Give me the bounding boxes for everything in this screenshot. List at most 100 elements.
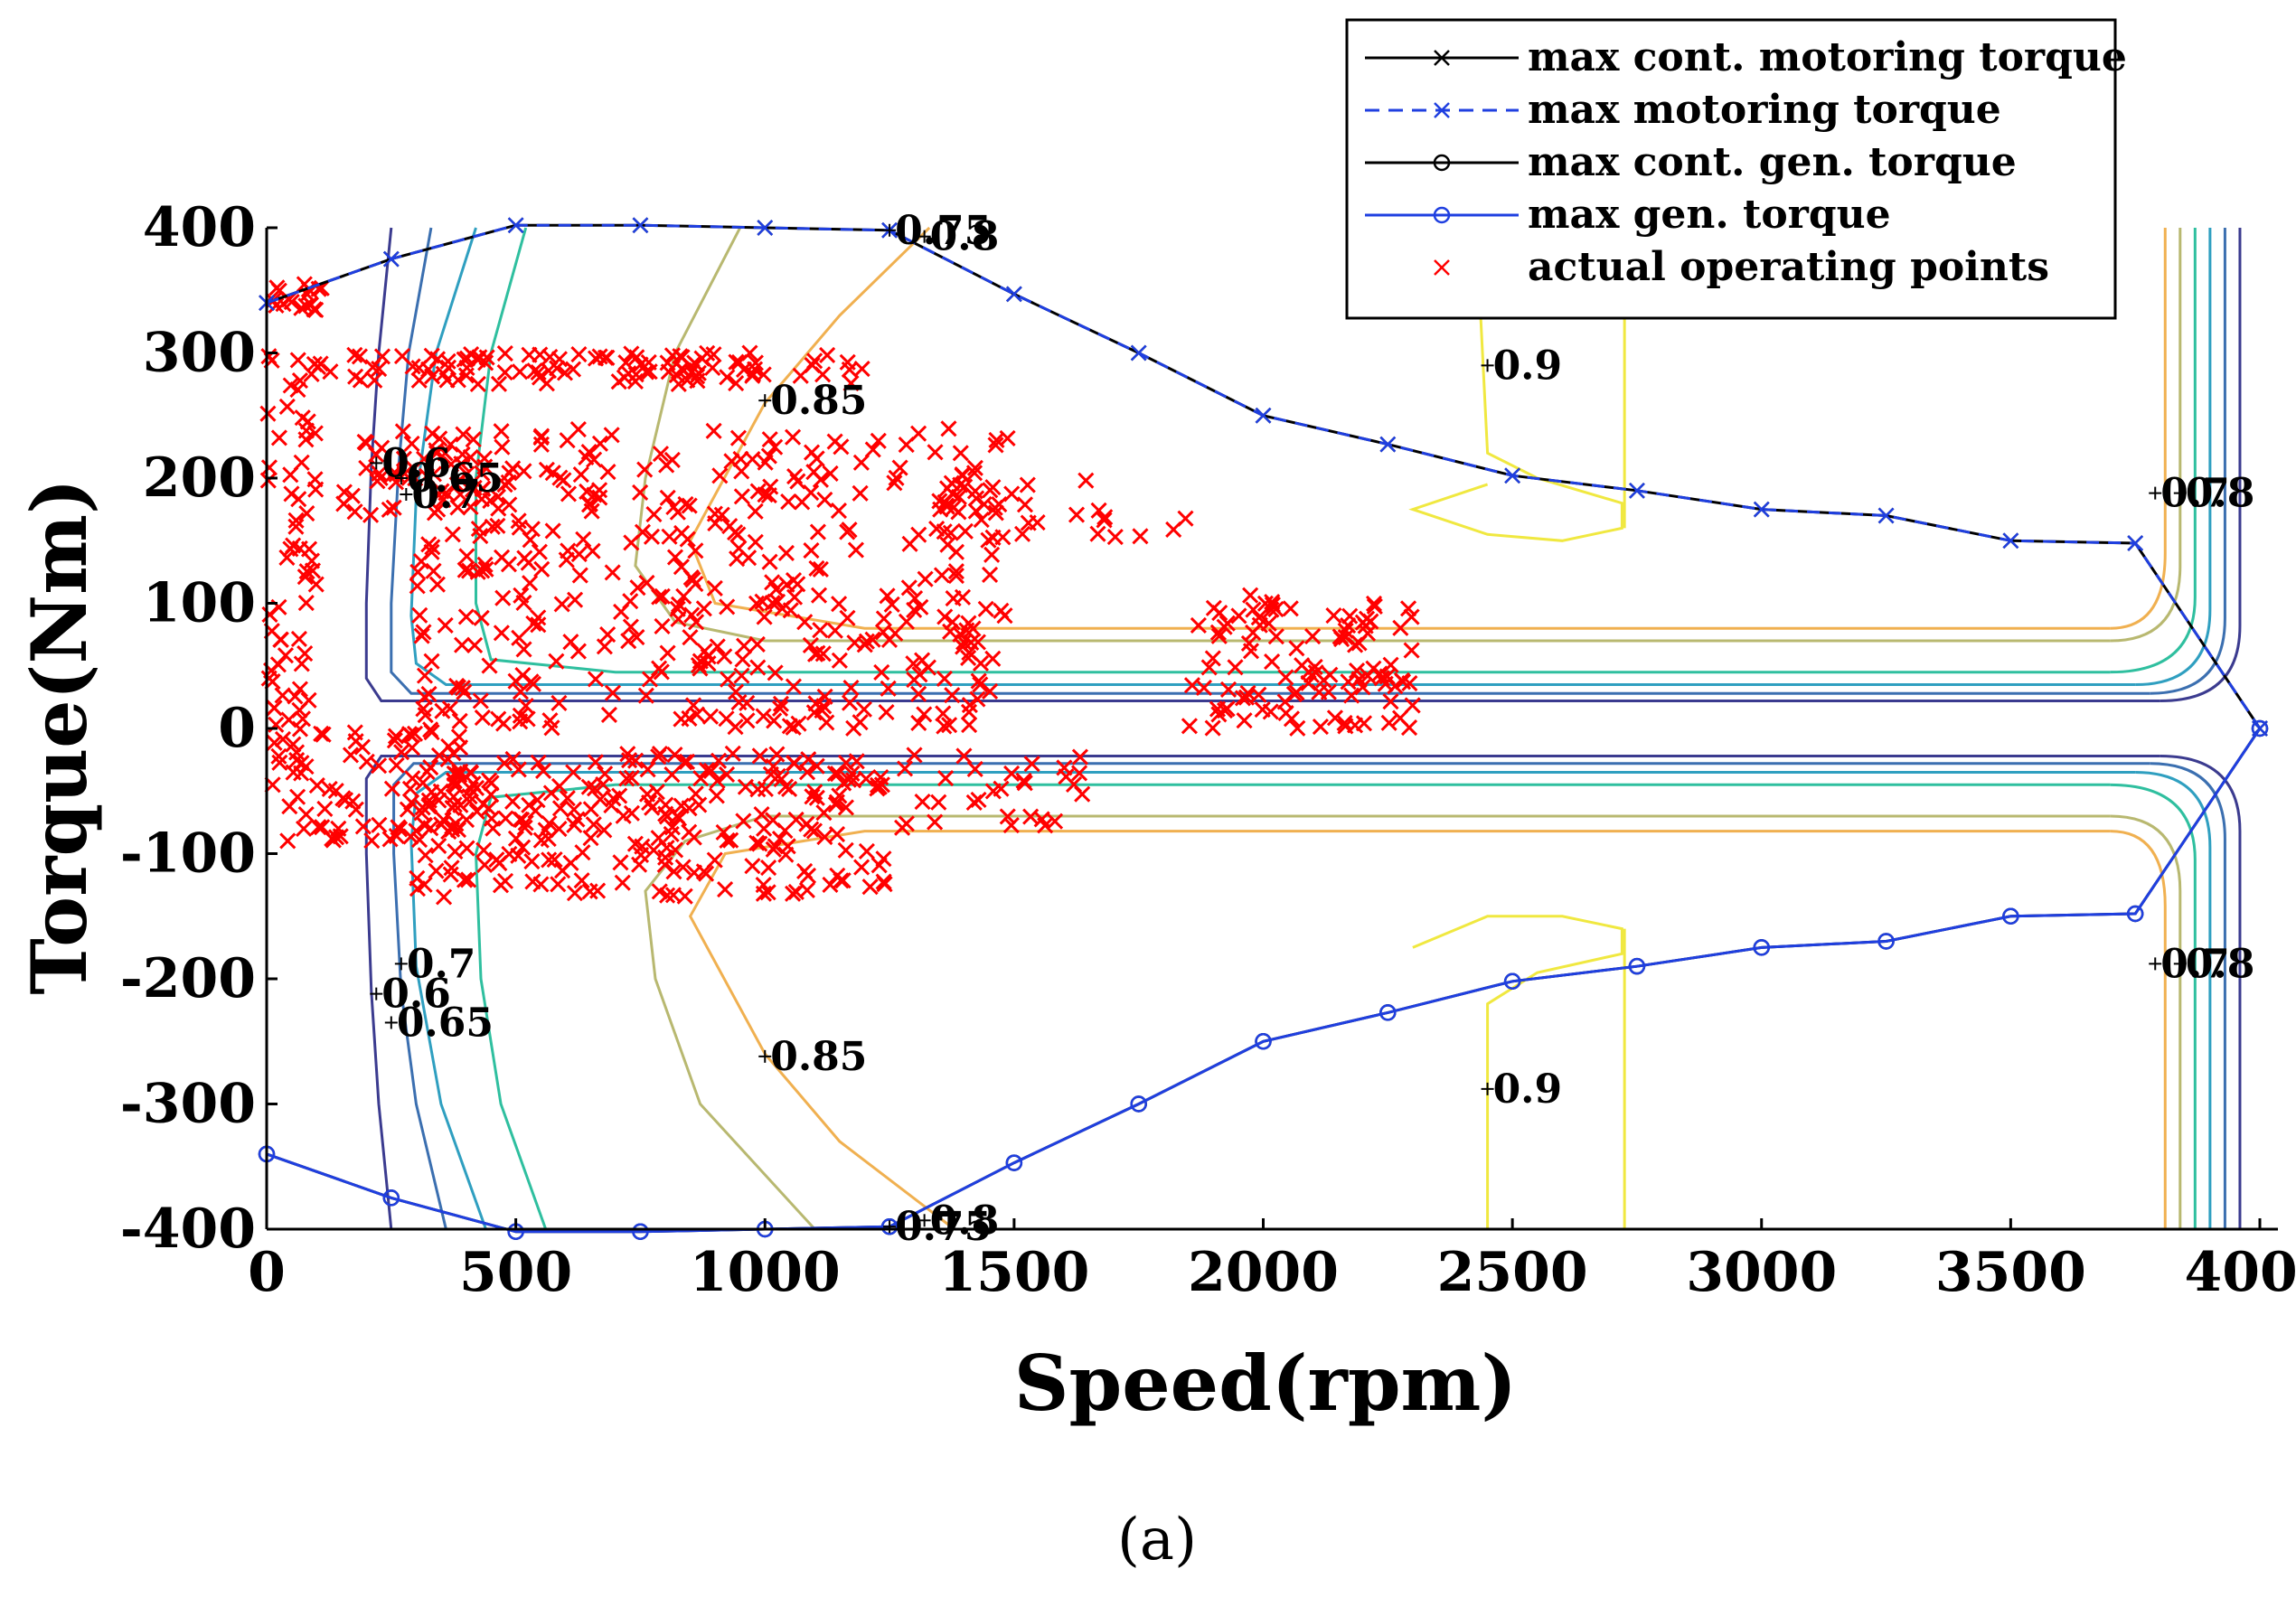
legend-marker: [1434, 50, 1450, 66]
operating-point: [604, 684, 622, 701]
operating-point: [917, 570, 934, 587]
operating-point: [639, 761, 656, 778]
series-max-motoring-torque-marker-b: [1753, 501, 1770, 518]
operating-point-stroke: [410, 371, 428, 389]
operating-point-stroke: [659, 887, 676, 904]
operating-point: [520, 554, 537, 571]
operating-point-stroke: [1242, 643, 1260, 660]
operating-point-stroke: [659, 644, 676, 662]
operating-point: [287, 512, 305, 529]
operating-point: [429, 501, 447, 518]
operating-point: [457, 811, 475, 829]
operating-point-stroke: [565, 801, 583, 818]
operating-point-stroke: [597, 766, 614, 783]
operating-point: [792, 367, 809, 384]
operating-point-stroke: [408, 822, 425, 840]
operating-point: [532, 436, 550, 453]
operating-point: [473, 609, 490, 626]
operating-point-stroke: [936, 608, 954, 625]
series-max-gen-torque-marker: [880, 1217, 899, 1235]
operating-point: [1089, 525, 1106, 542]
operating-point-stroke: [483, 775, 500, 792]
operating-point-stroke: [435, 365, 452, 382]
operating-point: [1333, 631, 1350, 648]
operating-point-stroke: [803, 541, 820, 559]
contour-label: 0.7: [407, 941, 476, 987]
operating-point-stroke: [737, 778, 754, 795]
operating-point-stroke: [1250, 609, 1267, 626]
y-tick-label: 400: [143, 196, 256, 259]
operating-point: [914, 794, 931, 811]
operating-point-stroke: [603, 796, 620, 814]
operating-point-stroke: [507, 830, 525, 847]
operating-point-stroke: [1190, 616, 1207, 634]
operating-point-stroke: [603, 427, 620, 444]
operating-point-stroke: [278, 549, 296, 566]
operating-point-stroke: [919, 659, 936, 676]
operating-point: [798, 815, 815, 832]
operating-point: [907, 589, 924, 607]
operating-point: [458, 350, 476, 367]
operating-point-stroke: [457, 608, 475, 625]
operating-point-stroke: [511, 629, 528, 646]
operating-point-stroke: [651, 883, 668, 900]
operating-point-stroke: [504, 750, 522, 767]
operating-point: [586, 486, 603, 503]
operating-point-stroke: [575, 531, 592, 548]
operating-point: [428, 862, 445, 879]
operating-point: [1267, 601, 1284, 618]
operating-point-stroke: [936, 718, 953, 735]
operating-point-stroke: [444, 526, 461, 543]
operating-point: [1288, 640, 1305, 657]
operating-point: [878, 703, 895, 721]
operating-point: [565, 764, 582, 781]
operating-point: [298, 505, 315, 522]
operating-point: [767, 838, 784, 855]
operating-point-stroke: [1304, 628, 1322, 645]
contour-label: 0.75: [895, 208, 992, 254]
operating-point: [702, 762, 720, 779]
series-max-motoring-torque-marker: [1130, 344, 1147, 362]
operating-point: [514, 839, 532, 856]
operating-point: [1065, 775, 1083, 794]
operating-point-stroke: [950, 488, 967, 505]
operating-point: [938, 480, 956, 497]
operating-point-stroke: [720, 671, 737, 688]
operating-point-stroke: [586, 451, 603, 468]
operating-point-stroke: [550, 777, 569, 794]
operating-point-stroke: [541, 814, 558, 832]
operating-point-stroke: [710, 752, 728, 769]
operating-point-stroke: [927, 813, 944, 831]
operating-point-stroke: [451, 766, 468, 784]
operating-point-stroke: [393, 347, 411, 365]
series-max-gen-torque-marker: [1753, 939, 1770, 956]
operating-point-stroke: [534, 762, 552, 780]
operating-point: [657, 849, 674, 866]
operating-point-stroke: [587, 671, 605, 688]
operating-point-stroke: [663, 347, 682, 364]
operating-point-stroke: [489, 488, 506, 505]
operating-point: [278, 398, 296, 416]
x-axis-title: Speed(rpm): [1014, 1339, 1517, 1428]
operating-point: [496, 364, 513, 381]
operating-point-stroke: [439, 751, 456, 768]
operating-point-stroke: [910, 685, 927, 702]
operating-point: [1033, 811, 1050, 828]
operating-point: [403, 739, 420, 756]
operating-point-stroke: [335, 484, 353, 501]
operating-point: [734, 651, 751, 668]
operating-point-stroke: [666, 841, 684, 859]
operating-point-stroke: [1227, 659, 1244, 676]
operating-point-stroke: [461, 788, 478, 805]
operating-point: [541, 851, 558, 869]
operating-point-stroke: [755, 876, 772, 894]
operating-point-stroke: [1277, 669, 1294, 686]
operating-point-stroke: [1350, 634, 1368, 652]
operating-point-stroke: [765, 812, 782, 829]
operating-point-stroke: [936, 670, 953, 688]
series-max-gen-torque-marker: [382, 1189, 400, 1207]
operating-point-stroke: [682, 569, 700, 587]
legend-label: max cont. gen. torque: [1528, 139, 2017, 185]
operating-point-stroke: [481, 657, 498, 674]
operating-point-stroke: [1322, 666, 1339, 683]
